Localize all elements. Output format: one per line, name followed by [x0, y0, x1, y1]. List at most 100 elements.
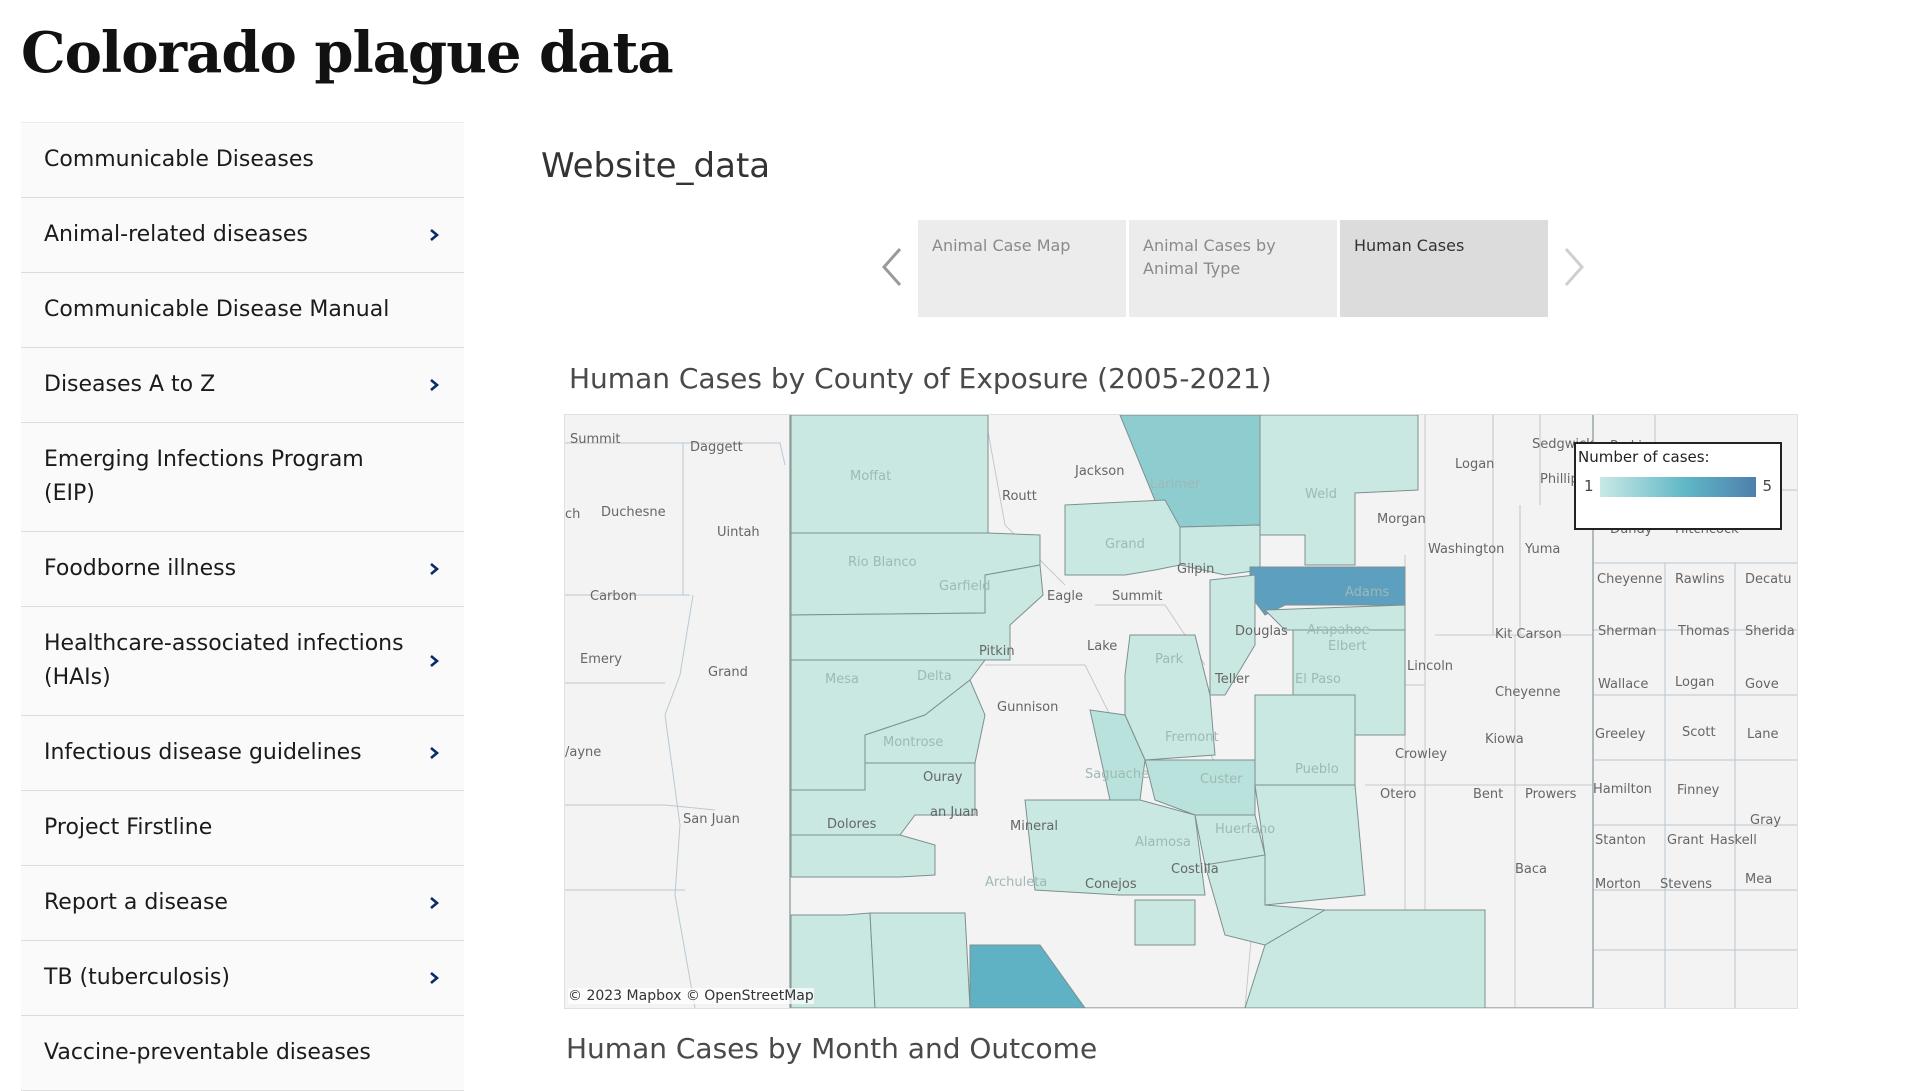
- map-label-weld: Weld: [1305, 487, 1337, 502]
- map-label-costilla: Costilla: [1171, 862, 1219, 877]
- sidebar-item-label: Infectious disease guidelines: [44, 740, 362, 765]
- tab-animal-cases-by-animal-type[interactable]: Animal Cases by Animal Type: [1129, 220, 1337, 317]
- map-label-sheridan: Sherida: [1745, 624, 1795, 639]
- county-pueblo: [1254, 784, 1366, 906]
- map-label-jackson: Jackson: [1074, 464, 1124, 479]
- sidebar-item-label: Project Firstline: [44, 815, 213, 840]
- map-label-ouray: Ouray: [923, 770, 963, 785]
- map-label-huerfano: Huerfano: [1215, 822, 1275, 837]
- county-las-animas: [1244, 909, 1486, 1008]
- county-alamosa: [1134, 899, 1196, 946]
- map-label-routt: Routt: [1002, 489, 1037, 504]
- map-label-logan-co: Logan: [1455, 457, 1494, 472]
- map-label-gunnison: Gunnison: [997, 700, 1058, 715]
- county-san-miguel: [790, 834, 936, 878]
- tab-animal-case-map[interactable]: Animal Case Map: [918, 220, 1126, 317]
- chevron-right-icon[interactable]: [426, 745, 442, 761]
- legend-min: 1: [1584, 477, 1594, 495]
- sidebar-item-label: Vaccine-preventable diseases: [44, 1040, 371, 1065]
- map-label-saguache: Saguache: [1085, 767, 1149, 782]
- map-label-uintah: Uintah: [717, 525, 760, 540]
- map-label-elbert: Elbert: [1328, 639, 1367, 654]
- sidebar-item[interactable]: Communicable Diseases: [21, 123, 464, 198]
- map-label-decatur: Decatu: [1745, 572, 1791, 587]
- sidebar-item-label: Diseases A to Z: [44, 372, 216, 397]
- sidebar-item[interactable]: Healthcare-associated infections (HAIs): [21, 607, 464, 716]
- map-label-montrose: Montrose: [883, 735, 943, 750]
- map-label-pitkin: Pitkin: [979, 644, 1015, 659]
- map-label-finney: Finney: [1677, 783, 1720, 798]
- chevron-left-icon[interactable]: [878, 245, 906, 289]
- county-weld: [1259, 415, 1419, 566]
- chevron-right-icon[interactable]: [426, 561, 442, 577]
- map-label-meade: Mea: [1745, 872, 1772, 887]
- map-label-rio-blanco: Rio Blanco: [848, 555, 917, 570]
- chevron-right-icon[interactable]: [426, 970, 442, 986]
- sidebar-item[interactable]: TB (tuberculosis): [21, 941, 464, 1016]
- chevron-right-icon[interactable]: [1560, 245, 1588, 289]
- tab-human-cases[interactable]: Human Cases: [1340, 220, 1548, 317]
- sidebar-item-label: Communicable Disease Manual: [44, 297, 390, 322]
- map-label-conejos: Conejos: [1085, 877, 1137, 892]
- map-label-alamosa: Alamosa: [1135, 835, 1191, 850]
- map-label-morton: Morton: [1595, 877, 1641, 892]
- map-label-summit-co: Summit: [1112, 589, 1163, 604]
- map-legend: Number of cases: 1 5: [1574, 442, 1782, 530]
- chevron-right-icon[interactable]: [426, 227, 442, 243]
- chevron-right-icon[interactable]: [426, 377, 442, 393]
- sidebar-item[interactable]: Foodborne illness: [21, 532, 464, 607]
- county-saguache: [1024, 799, 1206, 896]
- map-title: Human Cases by County of Exposure (2005-…: [569, 362, 1272, 395]
- sidebar-item-label: Emerging Infections Program (EIP): [44, 447, 364, 506]
- map-label-grand-ut: Grand: [708, 665, 748, 680]
- map-label-kit-carson: Kit Carson: [1495, 627, 1562, 642]
- map-label-duchesne: Duchesne: [601, 505, 666, 520]
- map-label-cheyenne-co: Cheyenne: [1495, 685, 1560, 700]
- county-grand: [1064, 499, 1181, 576]
- map-label-pueblo: Pueblo: [1295, 762, 1339, 777]
- sidebar-item-label: Communicable Diseases: [44, 147, 314, 172]
- map-label-san-juan-co: an Juan: [930, 805, 979, 820]
- map-label-ch: ch: [565, 507, 580, 522]
- sidebar-item[interactable]: Infectious disease guidelines: [21, 716, 464, 791]
- chevron-right-icon[interactable]: [426, 653, 442, 669]
- map-label-mesa: Mesa: [825, 672, 859, 687]
- map-label-lane: Lane: [1747, 727, 1778, 742]
- sidebar-item[interactable]: Project Firstline: [21, 791, 464, 866]
- map-label-crowley: Crowley: [1395, 747, 1447, 762]
- map-label-delta: Delta: [917, 669, 952, 684]
- map-label-gove: Gove: [1745, 677, 1779, 692]
- map-label-bent: Bent: [1473, 787, 1503, 802]
- county-jefferson: [1209, 574, 1256, 696]
- map-label-logan-ks: Logan: [1675, 675, 1714, 690]
- map-label-lake: Lake: [1087, 639, 1117, 654]
- map-label-san-juan-ut: San Juan: [683, 812, 740, 827]
- sidebar-item[interactable]: Animal-related diseases: [21, 198, 464, 273]
- map-label-moffat: Moffat: [850, 469, 891, 484]
- map-label-haskell: Haskell: [1710, 833, 1757, 848]
- sidebar-item[interactable]: Diseases A to Z: [21, 348, 464, 423]
- map-label-otero: Otero: [1380, 787, 1416, 802]
- sidebar-item[interactable]: Emerging Infections Program (EIP): [21, 423, 464, 532]
- map-label-stevens: Stevens: [1660, 877, 1712, 892]
- map-canvas[interactable]: Summit Daggett Duchesne Uintah Carbon Emery Gr…: [565, 415, 1797, 1008]
- map-label-park: Park: [1155, 652, 1184, 667]
- county-map[interactable]: Summit Daggett Duchesne Uintah Carbon Emery Gr…: [564, 414, 1798, 1009]
- county-boulder: [1179, 524, 1261, 576]
- map-label-larimer: Larimer: [1150, 477, 1201, 492]
- county-archuleta: [969, 944, 1086, 1008]
- chevron-right-icon[interactable]: [426, 895, 442, 911]
- map-label-gray: Gray: [1750, 813, 1781, 828]
- map-attribution[interactable]: © 2023 Mapbox © OpenStreetMap: [568, 988, 814, 1004]
- map-label-grant: Grant: [1667, 833, 1704, 848]
- dashboard-tabs: Animal Case Map Animal Cases by Animal Ty…: [918, 220, 1548, 317]
- legend-title: Number of cases:: [1578, 448, 1710, 466]
- sidebar-nav: Communicable Diseases Animal-related dise…: [21, 122, 464, 1091]
- sidebar-item[interactable]: Report a disease: [21, 866, 464, 941]
- map-label-thomas: Thomas: [1677, 624, 1730, 639]
- county-la-plata: [869, 912, 971, 1008]
- sidebar-item-label: Foodborne illness: [44, 556, 237, 581]
- map-label-rawlins: Rawlins: [1675, 572, 1725, 587]
- map-label-archuleta: Archuleta: [985, 875, 1047, 890]
- sidebar-item[interactable]: Communicable Disease Manual: [21, 273, 464, 348]
